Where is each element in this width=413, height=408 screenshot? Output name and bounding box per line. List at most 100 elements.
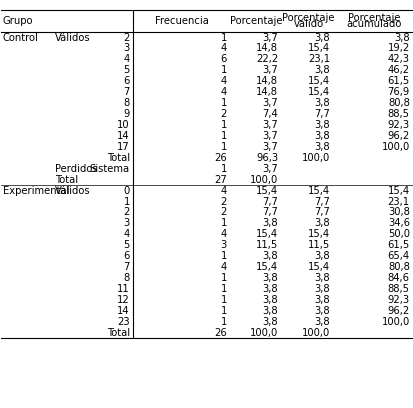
- Text: 3,7: 3,7: [262, 33, 278, 42]
- Text: 3,8: 3,8: [262, 218, 278, 228]
- Text: 88,5: 88,5: [387, 109, 409, 119]
- Text: 23,1: 23,1: [387, 197, 409, 206]
- Text: 2: 2: [220, 109, 226, 119]
- Text: 3: 3: [220, 240, 226, 250]
- Text: 1: 1: [220, 33, 226, 42]
- Text: 2: 2: [123, 208, 130, 217]
- Text: 80,8: 80,8: [387, 98, 409, 108]
- Text: 15,4: 15,4: [308, 87, 330, 97]
- Text: 3,7: 3,7: [262, 164, 278, 174]
- Text: 80,8: 80,8: [387, 262, 409, 272]
- Text: 3,7: 3,7: [262, 142, 278, 152]
- Text: 14,8: 14,8: [256, 76, 278, 86]
- Text: 34,6: 34,6: [387, 218, 409, 228]
- Text: Válidos: Válidos: [55, 186, 90, 195]
- Text: 96,2: 96,2: [387, 131, 409, 141]
- Text: Experimental: Experimental: [3, 186, 69, 195]
- Text: 10: 10: [117, 120, 130, 130]
- Text: Perdidos: Perdidos: [55, 164, 97, 174]
- Text: 3,8: 3,8: [314, 218, 330, 228]
- Text: 100,0: 100,0: [381, 317, 409, 327]
- Text: 3,8: 3,8: [262, 317, 278, 327]
- Text: 3,8: 3,8: [314, 306, 330, 316]
- Text: 3,8: 3,8: [314, 120, 330, 130]
- Text: 6: 6: [220, 54, 226, 64]
- Text: 3,8: 3,8: [314, 284, 330, 294]
- Text: 3,8: 3,8: [262, 273, 278, 283]
- Text: 7: 7: [123, 262, 130, 272]
- Text: 3,8: 3,8: [314, 33, 330, 42]
- Text: 2: 2: [123, 33, 130, 42]
- Text: 7,7: 7,7: [262, 208, 278, 217]
- Text: 15,4: 15,4: [308, 44, 330, 53]
- Text: 19,2: 19,2: [387, 44, 409, 53]
- Text: 3,8: 3,8: [314, 131, 330, 141]
- Text: 100,0: 100,0: [301, 153, 330, 163]
- Text: válido: válido: [293, 20, 323, 29]
- Text: 4: 4: [220, 229, 226, 239]
- Text: 15,4: 15,4: [256, 229, 278, 239]
- Text: 3,8: 3,8: [393, 33, 409, 42]
- Text: 7,4: 7,4: [262, 109, 278, 119]
- Text: 100,0: 100,0: [301, 328, 330, 338]
- Text: 26: 26: [214, 153, 226, 163]
- Text: Frecuencia: Frecuencia: [155, 16, 209, 26]
- Text: 3,8: 3,8: [314, 273, 330, 283]
- Text: 15,4: 15,4: [308, 229, 330, 239]
- Text: 30,8: 30,8: [387, 208, 409, 217]
- Text: 1: 1: [220, 218, 226, 228]
- Text: 3,8: 3,8: [262, 251, 278, 261]
- Text: 2: 2: [220, 208, 226, 217]
- Text: 100,0: 100,0: [249, 328, 278, 338]
- Text: 15,4: 15,4: [256, 186, 278, 195]
- Text: acumulado: acumulado: [346, 20, 401, 29]
- Text: 4: 4: [220, 76, 226, 86]
- Text: 65,4: 65,4: [387, 251, 409, 261]
- Text: 92,3: 92,3: [387, 120, 409, 130]
- Text: 23: 23: [117, 317, 130, 327]
- Text: 11: 11: [117, 284, 130, 294]
- Text: 9: 9: [123, 109, 130, 119]
- Text: 4: 4: [220, 44, 226, 53]
- Text: 1: 1: [220, 142, 226, 152]
- Text: 96,2: 96,2: [387, 306, 409, 316]
- Text: 1: 1: [220, 131, 226, 141]
- Text: 7,7: 7,7: [314, 208, 330, 217]
- Text: Válidos: Válidos: [55, 33, 90, 42]
- Text: 15,4: 15,4: [308, 262, 330, 272]
- Text: 3,8: 3,8: [314, 65, 330, 75]
- Text: 1: 1: [220, 65, 226, 75]
- Text: 61,5: 61,5: [387, 76, 409, 86]
- Text: 6: 6: [123, 251, 130, 261]
- Text: 1: 1: [220, 164, 226, 174]
- Text: 0: 0: [123, 186, 130, 195]
- Text: 4: 4: [123, 54, 130, 64]
- Text: Total: Total: [107, 328, 130, 338]
- Text: Total: Total: [55, 175, 78, 185]
- Text: 7: 7: [123, 87, 130, 97]
- Text: Porcentaje: Porcentaje: [282, 13, 334, 23]
- Text: 100,0: 100,0: [381, 142, 409, 152]
- Text: 15,4: 15,4: [256, 262, 278, 272]
- Text: 7,7: 7,7: [314, 109, 330, 119]
- Text: 15,4: 15,4: [387, 186, 409, 195]
- Text: Sistema: Sistema: [90, 164, 130, 174]
- Text: 17: 17: [117, 142, 130, 152]
- Text: 4: 4: [220, 186, 226, 195]
- Text: 8: 8: [123, 273, 130, 283]
- Text: 3,8: 3,8: [314, 98, 330, 108]
- Text: 3: 3: [123, 44, 130, 53]
- Text: Grupo: Grupo: [3, 16, 33, 26]
- Text: 6: 6: [123, 76, 130, 86]
- Text: 22,2: 22,2: [255, 54, 278, 64]
- Text: 46,2: 46,2: [387, 65, 409, 75]
- Text: 4: 4: [220, 87, 226, 97]
- Text: Porcentaje: Porcentaje: [347, 13, 399, 23]
- Text: 92,3: 92,3: [387, 295, 409, 305]
- Text: 5: 5: [123, 65, 130, 75]
- Text: 12: 12: [117, 295, 130, 305]
- Text: 27: 27: [214, 175, 226, 185]
- Text: 14,8: 14,8: [256, 87, 278, 97]
- Text: Porcentaje: Porcentaje: [230, 16, 282, 26]
- Text: 1: 1: [220, 295, 226, 305]
